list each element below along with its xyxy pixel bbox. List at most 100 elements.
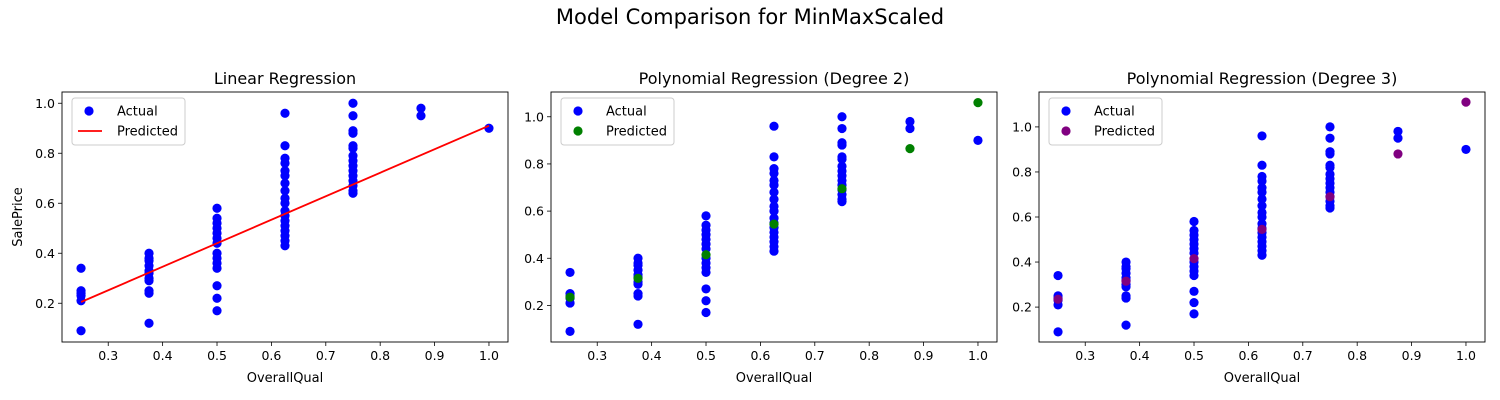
actual-point (144, 248, 154, 258)
y-tick-label: 0.8 (524, 156, 544, 171)
predicted-point (1121, 276, 1131, 286)
y-tick-label: 0.4 (1012, 255, 1032, 270)
x-tick-label: 1.0 (968, 348, 988, 363)
legend-marker-actual (573, 106, 583, 116)
y-tick-label: 0.2 (524, 298, 544, 313)
y-tick-label: 0.6 (1012, 210, 1032, 225)
axes-frame (1038, 91, 1486, 343)
predicted-point (1257, 224, 1267, 234)
actual-point (905, 116, 915, 127)
legend-label-predicted: Predicted (606, 125, 667, 140)
actual-point (837, 161, 847, 171)
predicted-point (905, 144, 915, 154)
x-tick-label: 0.8 (370, 348, 390, 363)
x-tick-label: 0.4 (642, 348, 662, 363)
actual-point (348, 126, 358, 136)
x-tick-label: 0.3 (1075, 348, 1095, 363)
x-axis-label: OverallQual (1224, 371, 1301, 386)
actual-point (1053, 327, 1063, 337)
x-axis-label: OverallQual (736, 371, 813, 386)
actual-point (769, 175, 779, 186)
actual-point (1461, 144, 1471, 155)
chart-title: Polynomial Regression (Degree 3) (1127, 69, 1398, 88)
actual-point (1257, 201, 1267, 211)
actual-point (701, 296, 711, 306)
actual-point (769, 121, 779, 131)
x-tick-label: 0.7 (1293, 348, 1313, 363)
y-tick-label: 1.0 (524, 109, 544, 124)
actual-point (348, 141, 358, 151)
actual-point (1325, 160, 1335, 170)
actual-point (769, 194, 779, 204)
actual-point (212, 248, 222, 258)
actual-point (905, 123, 915, 134)
predicted-line (80, 124, 490, 303)
actual-point (769, 187, 779, 197)
actual-point (280, 193, 290, 203)
legend-label-actual: Actual (117, 105, 158, 120)
x-tick-label: 0.5 (696, 348, 716, 363)
x-tick-label: 0.7 (316, 348, 336, 363)
x-tick-label: 0.7 (805, 348, 825, 363)
actual-point (1189, 225, 1199, 236)
x-tick-label: 0.6 (261, 348, 281, 363)
legend-label-predicted: Predicted (1094, 125, 1155, 140)
y-tick-label: 0.8 (1012, 164, 1032, 179)
actual-point (212, 203, 222, 213)
actual-point (633, 289, 643, 299)
x-tick-label: 0.8 (1347, 348, 1367, 363)
actual-point (1189, 286, 1199, 296)
predicted-point (701, 250, 711, 260)
x-tick-label: 0.6 (1238, 348, 1258, 363)
actual-point (1325, 169, 1335, 179)
actual-point (1257, 183, 1267, 193)
actual-point (280, 166, 290, 176)
x-tick-label: 1.0 (1456, 348, 1476, 363)
y-tick-label: 0.6 (35, 196, 55, 211)
subplot-linear-regression: Linear Regression OverallQual SalePrice … (11, 69, 509, 386)
actual-point (1325, 133, 1335, 143)
y-tick-label: 1.0 (35, 96, 55, 111)
subplot-polynomial-degree-2: Polynomial Regression (Degree 2) Overall… (524, 69, 998, 386)
actual-point (1189, 309, 1199, 319)
chart-title: Linear Regression (214, 69, 356, 88)
legend-label-actual: Actual (606, 105, 647, 120)
actual-point (1325, 122, 1335, 132)
actual-point (76, 286, 86, 296)
actual-point (416, 103, 426, 113)
actual-point (280, 141, 290, 151)
y-tick-label: 0.2 (1012, 300, 1032, 315)
actual-point (837, 152, 847, 162)
actual-point (348, 111, 358, 121)
subplot-polynomial-degree-3: Polynomial Regression (Degree 3) Overall… (1012, 69, 1486, 386)
actual-point (348, 98, 358, 108)
legend-marker-actual (1061, 106, 1071, 116)
x-tick-label: 0.9 (914, 348, 934, 363)
predicted-point (1053, 294, 1063, 304)
actual-point (348, 151, 358, 161)
legend-label-actual: Actual (1094, 105, 1135, 120)
actual-point (769, 152, 779, 162)
actual-point (1257, 131, 1267, 141)
x-axis-label: OverallQual (247, 371, 324, 386)
actual-point (701, 307, 711, 318)
x-tick-label: 0.3 (587, 348, 607, 363)
x-tick-label: 0.6 (750, 348, 770, 363)
legend-box (1048, 97, 1163, 146)
legend-marker-predicted (573, 126, 583, 136)
y-tick-label: 0.6 (524, 204, 544, 219)
actual-point (280, 153, 290, 163)
axes-frame (61, 91, 509, 343)
actual-point (837, 112, 847, 122)
actual-point (701, 220, 711, 230)
x-tick-label: 0.9 (425, 348, 445, 363)
predicted-point (837, 184, 847, 194)
actual-point (280, 178, 290, 188)
actual-point (701, 284, 711, 294)
y-tick-label: 0.4 (524, 251, 544, 266)
actual-point (144, 318, 154, 328)
x-tick-label: 0.4 (1130, 348, 1150, 363)
actual-point (212, 293, 222, 303)
actual-point (1257, 194, 1267, 204)
